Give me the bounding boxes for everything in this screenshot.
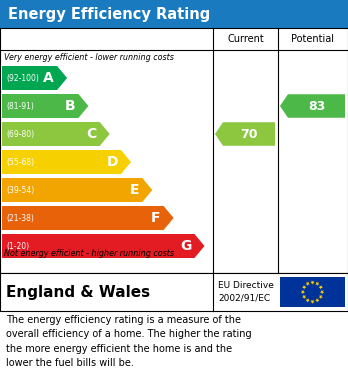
Bar	[0, 273, 348, 311]
Polygon shape	[2, 66, 67, 90]
Polygon shape	[302, 285, 306, 289]
Text: Not energy efficient - higher running costs: Not energy efficient - higher running co…	[4, 249, 174, 258]
Text: F: F	[151, 211, 160, 225]
Polygon shape	[2, 122, 110, 146]
Polygon shape	[319, 295, 323, 299]
Polygon shape	[215, 122, 275, 146]
Text: (55-68): (55-68)	[6, 158, 34, 167]
Bar	[280, 277, 345, 307]
Text: EU Directive
2002/91/EC: EU Directive 2002/91/EC	[218, 281, 274, 303]
Text: D: D	[106, 155, 118, 169]
Polygon shape	[302, 295, 306, 299]
Polygon shape	[315, 298, 319, 303]
Text: (21-38): (21-38)	[6, 213, 34, 222]
Text: A: A	[44, 71, 54, 85]
Text: The energy efficiency rating is a measure of the
overall efficiency of a home. T: The energy efficiency rating is a measur…	[6, 315, 252, 368]
Text: England & Wales: England & Wales	[6, 285, 150, 300]
Polygon shape	[310, 281, 315, 285]
Text: B: B	[65, 99, 76, 113]
Text: Current: Current	[227, 34, 264, 44]
Text: 70: 70	[240, 127, 258, 140]
Polygon shape	[306, 282, 310, 286]
Text: E: E	[130, 183, 139, 197]
Polygon shape	[310, 300, 315, 304]
Text: (81-91): (81-91)	[6, 102, 34, 111]
Polygon shape	[2, 206, 174, 230]
Polygon shape	[319, 285, 323, 289]
Text: (69-80): (69-80)	[6, 129, 34, 138]
Text: G: G	[180, 239, 191, 253]
Text: C: C	[86, 127, 97, 141]
Text: (1-20): (1-20)	[6, 242, 29, 251]
Text: Very energy efficient - lower running costs: Very energy efficient - lower running co…	[4, 52, 174, 61]
Polygon shape	[315, 282, 319, 286]
Polygon shape	[280, 94, 345, 118]
Polygon shape	[320, 290, 324, 294]
Text: (92-100): (92-100)	[6, 74, 39, 83]
Bar	[0, 28, 348, 273]
Polygon shape	[301, 290, 305, 294]
Polygon shape	[2, 178, 152, 202]
Polygon shape	[2, 234, 205, 258]
Text: Energy Efficiency Rating: Energy Efficiency Rating	[8, 7, 210, 22]
Text: Potential: Potential	[292, 34, 334, 44]
Text: (39-54): (39-54)	[6, 185, 34, 194]
Text: 83: 83	[308, 99, 325, 113]
Bar	[0, 0, 348, 28]
Polygon shape	[2, 150, 131, 174]
Polygon shape	[306, 298, 310, 303]
Polygon shape	[2, 94, 88, 118]
